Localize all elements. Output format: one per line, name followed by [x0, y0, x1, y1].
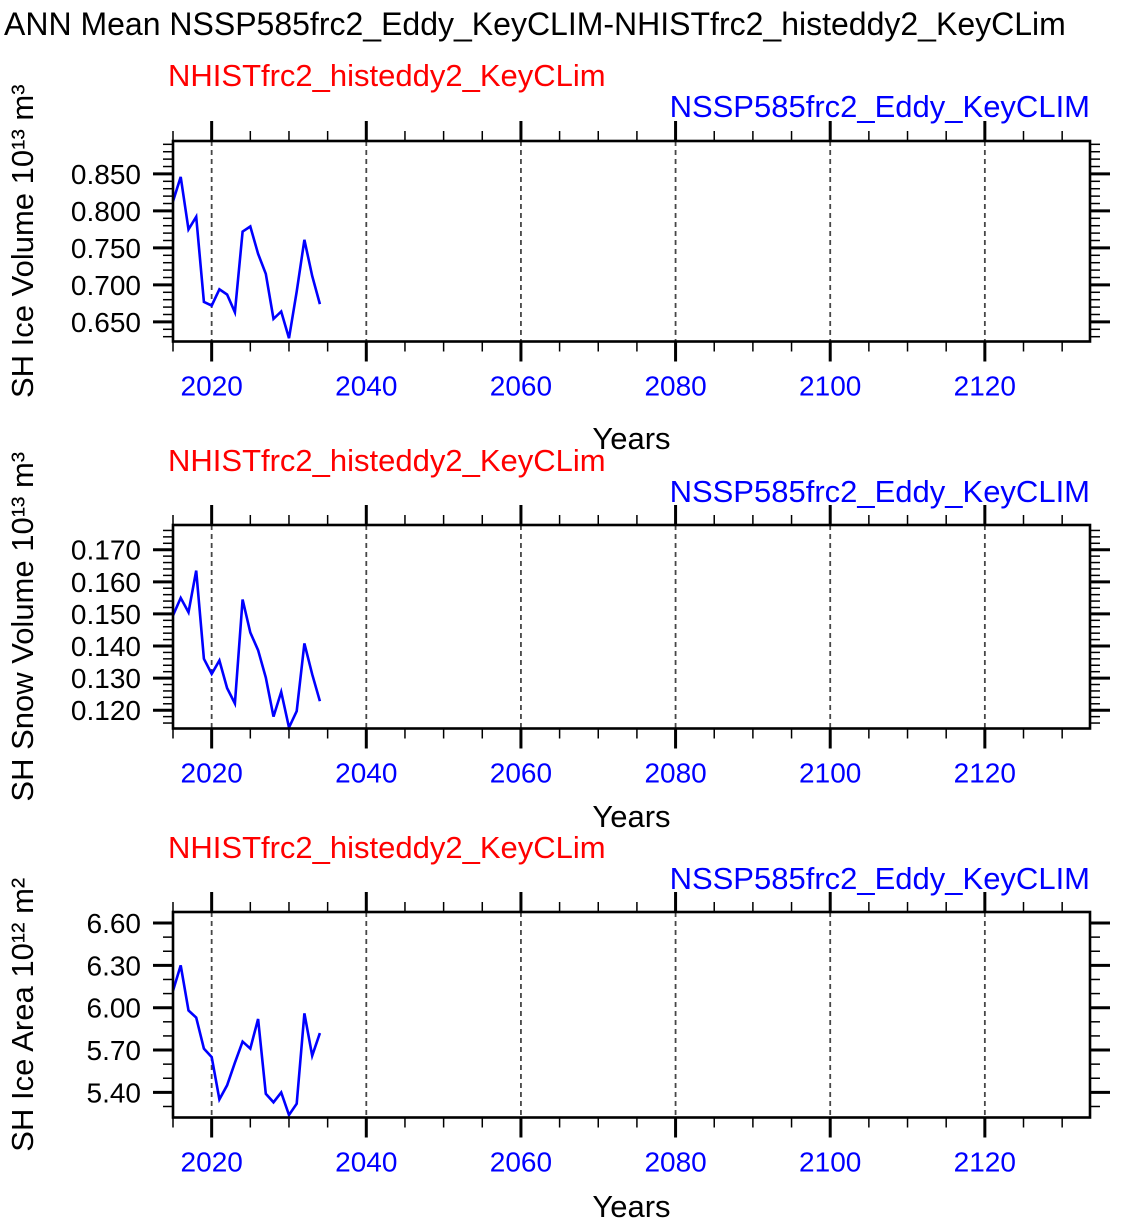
x-tick-label-2040: 2040: [335, 1147, 397, 1178]
plot-title: ANN Mean NSSP585frc2_Eddy_KeyCLIM-NHISTf…: [4, 6, 1066, 42]
y-tick-label-0.750: 0.750: [71, 233, 141, 264]
legend-nhist-panel1: NHISTfrc2_histeddy2_KeyCLim: [168, 58, 606, 93]
y-tick-label-5.70: 5.70: [87, 1035, 142, 1066]
x-tick-label-2020: 2020: [181, 758, 243, 789]
y-tick-label-0.700: 0.700: [71, 270, 141, 301]
xaxis-title-years-panel1: Years: [592, 421, 671, 456]
x-tick-label-2080: 2080: [644, 1147, 706, 1178]
x-tick-label-2060: 2060: [490, 1147, 552, 1178]
xaxis-title-years-panel3: Years: [592, 1189, 671, 1224]
x-tick-label-2120: 2120: [954, 371, 1016, 402]
legend-nhist-panel3: NHISTfrc2_histeddy2_KeyCLim: [168, 830, 606, 865]
panel-sh-ice-volume: 2020 2040 2060 2080 2100 2120 0.650 0.700 0.750 0…: [5, 84, 1110, 402]
y-tick-label-0.160: 0.160: [71, 567, 141, 598]
y-tick-label-6.00: 6.00: [87, 993, 142, 1024]
data-line-NSSP585frc2_Eddy_KeyCLIM: [171, 965, 322, 1118]
y-axis-title-sh-ice-area: SH Ice Area 10¹² m²: [5, 878, 40, 1152]
y-tick-label-0.850: 0.850: [71, 159, 141, 190]
x-tick-label-2080: 2080: [644, 371, 706, 402]
y-tick-label-5.40: 5.40: [87, 1077, 142, 1108]
legend-nssp-panel2: NSSP585frc2_Eddy_KeyCLIM: [669, 474, 1090, 509]
x-tick-label-2060: 2060: [490, 371, 552, 402]
y-tick-label-6.60: 6.60: [87, 908, 142, 939]
x-tick-label-2120: 2120: [954, 1147, 1016, 1178]
x-tick-label-2100: 2100: [799, 1147, 861, 1178]
x-tick-label-2080: 2080: [644, 758, 706, 789]
y-tick-label-6.30: 6.30: [87, 950, 142, 981]
panel-sh-ice-area: 2020 2040 2060 2080 2100 2120 5.40 5.70 6.00 6.30…: [5, 878, 1110, 1178]
x-tick-label-2100: 2100: [799, 758, 861, 789]
xaxis-title-years-panel2: Years: [592, 799, 671, 834]
y-tick-label-0.650: 0.650: [71, 307, 141, 338]
x-tick-label-2040: 2040: [335, 758, 397, 789]
plot-frame: [171, 910, 1092, 1119]
x-tick-label-2100: 2100: [799, 371, 861, 402]
x-tick-label-2040: 2040: [335, 371, 397, 402]
y-tick-label-0.150: 0.150: [71, 599, 141, 630]
legend-nssp-panel1: NSSP585frc2_Eddy_KeyCLIM: [669, 89, 1090, 124]
data-line-NSSP585frc2_Eddy_KeyCLIM: [171, 176, 322, 339]
y-tick-label-0.170: 0.170: [71, 535, 141, 566]
plot-frame: [171, 139, 1092, 343]
y-tick-label-0.120: 0.120: [71, 695, 141, 726]
data-line-NSSP585frc2_Eddy_KeyCLIM: [171, 570, 322, 732]
legend-nssp-panel3: NSSP585frc2_Eddy_KeyCLIM: [669, 861, 1090, 896]
y-tick-label-0.800: 0.800: [71, 196, 141, 227]
y-axis-title-sh-ice-volume: SH Ice Volume 10¹³ m³: [5, 84, 40, 398]
plot-frame: [171, 523, 1092, 730]
legend-nhist-panel2: NHISTfrc2_histeddy2_KeyCLim: [168, 443, 606, 478]
x-tick-label-2120: 2120: [954, 758, 1016, 789]
y-tick-label-0.130: 0.130: [71, 663, 141, 694]
y-axis-title-sh-snow-volume: SH Snow Volume 10¹³ m³: [5, 452, 40, 802]
y-tick-label-0.140: 0.140: [71, 631, 141, 662]
x-tick-label-2060: 2060: [490, 758, 552, 789]
x-tick-label-2020: 2020: [181, 371, 243, 402]
x-tick-label-2020: 2020: [181, 1147, 243, 1178]
